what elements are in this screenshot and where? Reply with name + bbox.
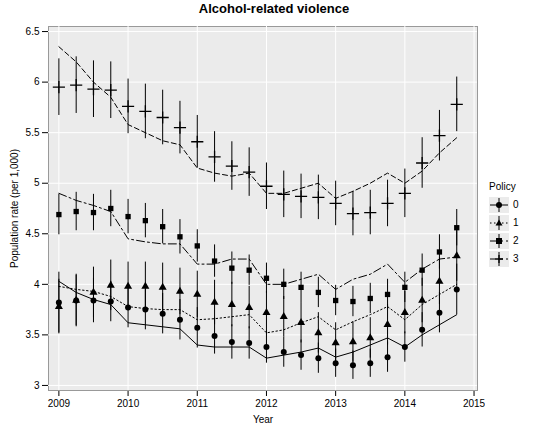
svg-text:2015: 2015 [463, 398, 485, 409]
svg-text:2011: 2011 [187, 398, 209, 409]
svg-text:2013: 2013 [325, 398, 348, 409]
svg-text:2014: 2014 [394, 398, 417, 409]
svg-text:3: 3 [34, 380, 40, 391]
svg-text:2010: 2010 [117, 398, 140, 409]
svg-text:4.5: 4.5 [26, 228, 40, 239]
html-text:3: 3 [513, 253, 519, 264]
svg-text:5: 5 [34, 177, 40, 188]
html-text:0: 0 [513, 199, 519, 210]
svg-text:4: 4 [34, 279, 40, 290]
html-text:Alcohol-related violence: Alcohol-related violence [198, 1, 350, 16]
svg-text:2012: 2012 [255, 398, 278, 409]
svg-text:Year: Year [253, 414, 274, 425]
svg-text:6: 6 [34, 76, 40, 87]
html-text:1: 1 [513, 217, 519, 228]
html-text:2: 2 [513, 235, 519, 246]
svg-text:6.5: 6.5 [26, 26, 40, 37]
svg-text:Population rate (per 1,000): Population rate (per 1,000) [9, 149, 20, 268]
svg-text:3.5: 3.5 [26, 329, 40, 340]
html-text:Policy: Policy [489, 180, 516, 192]
svg-text:2009: 2009 [48, 398, 71, 409]
svg-text:5.5: 5.5 [26, 127, 40, 138]
